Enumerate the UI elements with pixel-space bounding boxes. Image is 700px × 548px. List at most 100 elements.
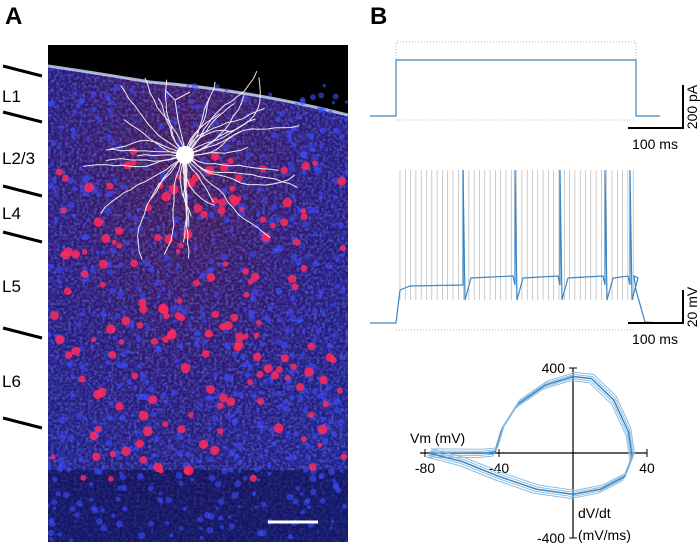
- nucleus: [80, 234, 87, 241]
- nucleus: [237, 469, 242, 473]
- nucleus: [208, 456, 213, 462]
- nucleus: [297, 394, 304, 401]
- nucleus: [106, 98, 111, 102]
- nucleus: [291, 142, 297, 148]
- nucleus: [189, 98, 195, 105]
- red-cell: [198, 439, 209, 450]
- red-cell: [270, 371, 279, 380]
- nucleus: [50, 339, 54, 343]
- nucleus: [281, 173, 285, 178]
- nucleus: [162, 399, 168, 404]
- nucleus: [225, 412, 232, 420]
- nucleus: [242, 435, 247, 440]
- nucleus: [313, 417, 317, 421]
- nucleus: [310, 488, 317, 496]
- nucleus: [48, 307, 51, 312]
- scale-label: 100 ms: [632, 136, 678, 152]
- nucleus: [261, 208, 265, 212]
- red-cell: [247, 278, 254, 285]
- nucleus: [242, 194, 247, 199]
- red-cell: [204, 331, 211, 338]
- nucleus: [322, 83, 327, 88]
- layer-label: L2/3: [2, 149, 35, 168]
- nucleus: [289, 216, 296, 222]
- nucleus: [89, 344, 94, 349]
- nucleus: [111, 513, 116, 519]
- nucleus: [282, 399, 289, 405]
- nucleus: [152, 453, 158, 459]
- nucleus: [67, 201, 75, 209]
- red-cell: [256, 320, 262, 326]
- red-cell: [106, 182, 114, 190]
- nucleus: [271, 441, 277, 447]
- red-cell: [136, 322, 144, 329]
- nucleus: [312, 231, 318, 236]
- nucleus: [69, 505, 76, 512]
- nucleus: [256, 186, 263, 193]
- nucleus: [267, 471, 272, 477]
- nucleus: [326, 343, 333, 349]
- nucleus: [265, 266, 270, 271]
- nucleus: [320, 107, 327, 114]
- nucleus: [50, 177, 57, 184]
- red-cell: [242, 267, 249, 275]
- nucleus: [288, 283, 292, 287]
- nucleus: [260, 198, 266, 204]
- nucleus: [96, 469, 103, 476]
- nucleus: [254, 505, 258, 509]
- nucleus: [311, 147, 316, 153]
- red-cell: [217, 206, 226, 215]
- nucleus: [107, 269, 114, 275]
- nucleus: [215, 84, 220, 89]
- dendrite: [184, 154, 215, 203]
- nucleus: [116, 520, 123, 528]
- red-cell: [280, 166, 288, 175]
- dendrite: [183, 154, 215, 206]
- nucleus: [328, 109, 333, 114]
- red-cell: [80, 475, 87, 481]
- dendrite: [184, 107, 265, 156]
- nucleus: [65, 466, 72, 473]
- red-cell: [138, 410, 149, 421]
- red-cell: [148, 395, 158, 405]
- nucleus: [276, 391, 282, 397]
- nucleus: [300, 492, 304, 496]
- scale-label: 200 pA: [684, 84, 700, 129]
- nucleus: [222, 144, 230, 152]
- nucleus: [338, 133, 345, 140]
- red-cell: [253, 332, 260, 339]
- nucleus: [174, 267, 179, 271]
- red-cell: [63, 247, 73, 256]
- red-cell: [121, 316, 131, 326]
- red-cell: [135, 439, 144, 448]
- nucleus: [207, 405, 212, 410]
- nucleus: [311, 338, 317, 343]
- layer-label: L5: [2, 277, 21, 296]
- dendrite: [184, 95, 245, 156]
- nucleus: [157, 124, 164, 130]
- nucleus: [268, 218, 275, 225]
- red-cell: [177, 425, 186, 434]
- nucleus: [317, 293, 322, 298]
- nucleus: [110, 100, 116, 106]
- nucleus: [289, 295, 296, 302]
- dendrite: [137, 154, 186, 260]
- red-cell: [138, 298, 147, 307]
- nucleus: [81, 416, 87, 421]
- nucleus: [178, 343, 184, 350]
- nucleus: [205, 394, 212, 402]
- nucleus: [48, 262, 51, 268]
- nucleus: [251, 492, 256, 496]
- nucleus: [59, 433, 64, 439]
- nucleus: [178, 526, 184, 532]
- red-cell: [222, 261, 229, 267]
- nucleus: [250, 251, 257, 258]
- nucleus: [307, 205, 313, 212]
- nucleus: [172, 319, 176, 324]
- red-cell: [308, 463, 317, 471]
- nucleus: [312, 260, 319, 267]
- nucleus: [330, 519, 335, 523]
- nucleus: [148, 463, 155, 470]
- apical-dendrite: [164, 89, 191, 151]
- nucleus: [328, 419, 335, 425]
